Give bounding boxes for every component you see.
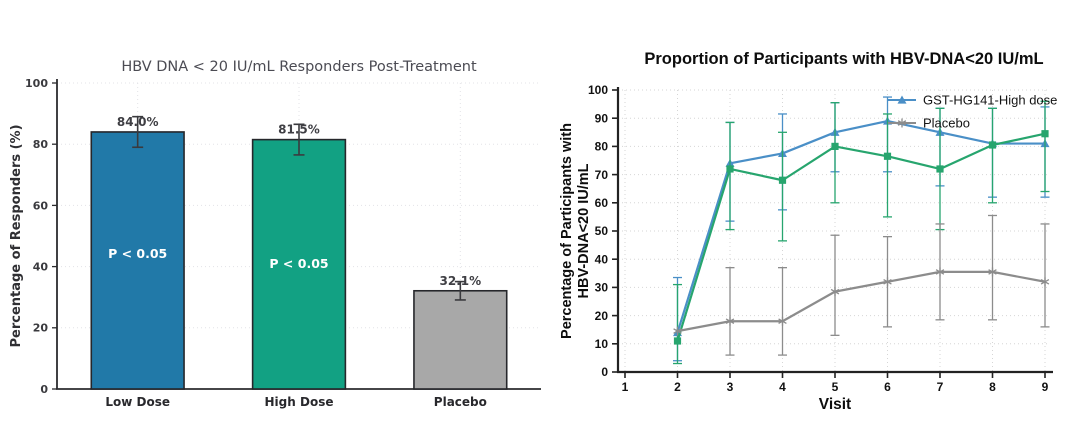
star-marker xyxy=(988,269,997,275)
y-tick-label: 70 xyxy=(595,168,609,182)
x-tick-label: Low Dose xyxy=(105,395,170,409)
line-chart-xlabel: Visit xyxy=(819,396,851,413)
bar-chart: HBV DNA < 20 IU/mL Responders Post-Treat… xyxy=(9,59,541,409)
line-chart-ylabel-line1: Percentage of Participants with xyxy=(559,123,575,339)
line-chart-title: Proportion of Participants with HBV-DNA<… xyxy=(644,50,1044,68)
star-marker xyxy=(897,120,907,126)
legend-label: GST-HG141-High dose xyxy=(923,93,1057,108)
x-tick-label: 6 xyxy=(884,380,891,394)
x-tick-label: 2 xyxy=(674,380,681,394)
bar-chart-title: HBV DNA < 20 IU/mL Responders Post-Treat… xyxy=(121,59,477,75)
p-value-label: P < 0.05 xyxy=(269,256,328,271)
series-line xyxy=(677,270,1046,333)
bar-chart-plot: Percentage of Responders (%) 0 20 40 60 80 10… xyxy=(9,77,541,409)
square-marker xyxy=(831,142,839,150)
y-tick-label: 80 xyxy=(595,140,609,154)
y-tick-label: 60 xyxy=(33,199,49,212)
square-marker xyxy=(726,165,734,173)
star-marker xyxy=(778,318,787,325)
bar xyxy=(251,138,347,390)
x-tick-label: Placebo xyxy=(434,395,487,409)
y-tick-label: 90 xyxy=(595,111,609,125)
x-tick-label: High Dose xyxy=(265,395,334,409)
star-marker xyxy=(1040,278,1050,285)
square-marker xyxy=(988,141,997,149)
bar xyxy=(413,289,508,390)
square-marker xyxy=(1041,130,1049,138)
bar-value-label: 81.5% xyxy=(278,123,320,137)
bar-chart-ylabel: Percentage of Responders (%) xyxy=(9,124,24,347)
triangle-marker xyxy=(897,95,907,104)
legend-label: Placebo xyxy=(923,116,970,131)
y-tick-label: 60 xyxy=(595,196,609,210)
y-tick-label: 0 xyxy=(40,383,48,396)
square-marker xyxy=(778,176,787,184)
x-tick-label: 5 xyxy=(832,380,839,394)
star-marker xyxy=(673,328,682,334)
y-tick-label: 10 xyxy=(595,337,609,351)
square-marker xyxy=(673,337,682,345)
y-tick-label: 50 xyxy=(595,224,609,238)
star-marker xyxy=(725,318,735,325)
bar xyxy=(90,131,185,390)
line-chart-ylabel-line2: HBV-DNA<20 IU/mL xyxy=(576,163,592,298)
y-tick-label: 80 xyxy=(33,138,49,151)
y-tick-label: 40 xyxy=(33,260,49,273)
x-tick-label: 1 xyxy=(622,380,629,394)
star-marker xyxy=(830,288,840,295)
star-marker xyxy=(935,269,945,275)
series-line xyxy=(676,132,1046,342)
y-tick-label: 20 xyxy=(33,322,49,335)
series-line xyxy=(676,119,1045,333)
square-marker xyxy=(883,152,892,160)
bar-value-label: 84.0% xyxy=(117,115,159,129)
line-chart: Proportion of Participants with HBV-DNA<… xyxy=(555,0,1073,435)
p-value-label: P < 0.05 xyxy=(108,246,167,261)
star-marker xyxy=(883,278,892,285)
x-tick-label: 7 xyxy=(937,380,944,394)
line-chart-plot: Percentage of Participants with HBV-DNA<… xyxy=(559,83,1057,413)
y-tick-label: 40 xyxy=(595,252,609,266)
x-tick-label: 4 xyxy=(779,380,786,394)
y-tick-label: 0 xyxy=(601,365,608,379)
square-marker xyxy=(936,165,944,173)
x-tick-label: 8 xyxy=(989,380,996,394)
y-tick-label: 20 xyxy=(595,309,609,323)
y-tick-label: 100 xyxy=(588,83,608,97)
x-tick-label: 9 xyxy=(1042,380,1049,394)
y-tick-label: 30 xyxy=(595,281,609,295)
y-tick-label: 100 xyxy=(25,77,48,90)
bar-value-label: 32.1% xyxy=(440,274,482,288)
x-tick-label: 3 xyxy=(727,380,734,394)
